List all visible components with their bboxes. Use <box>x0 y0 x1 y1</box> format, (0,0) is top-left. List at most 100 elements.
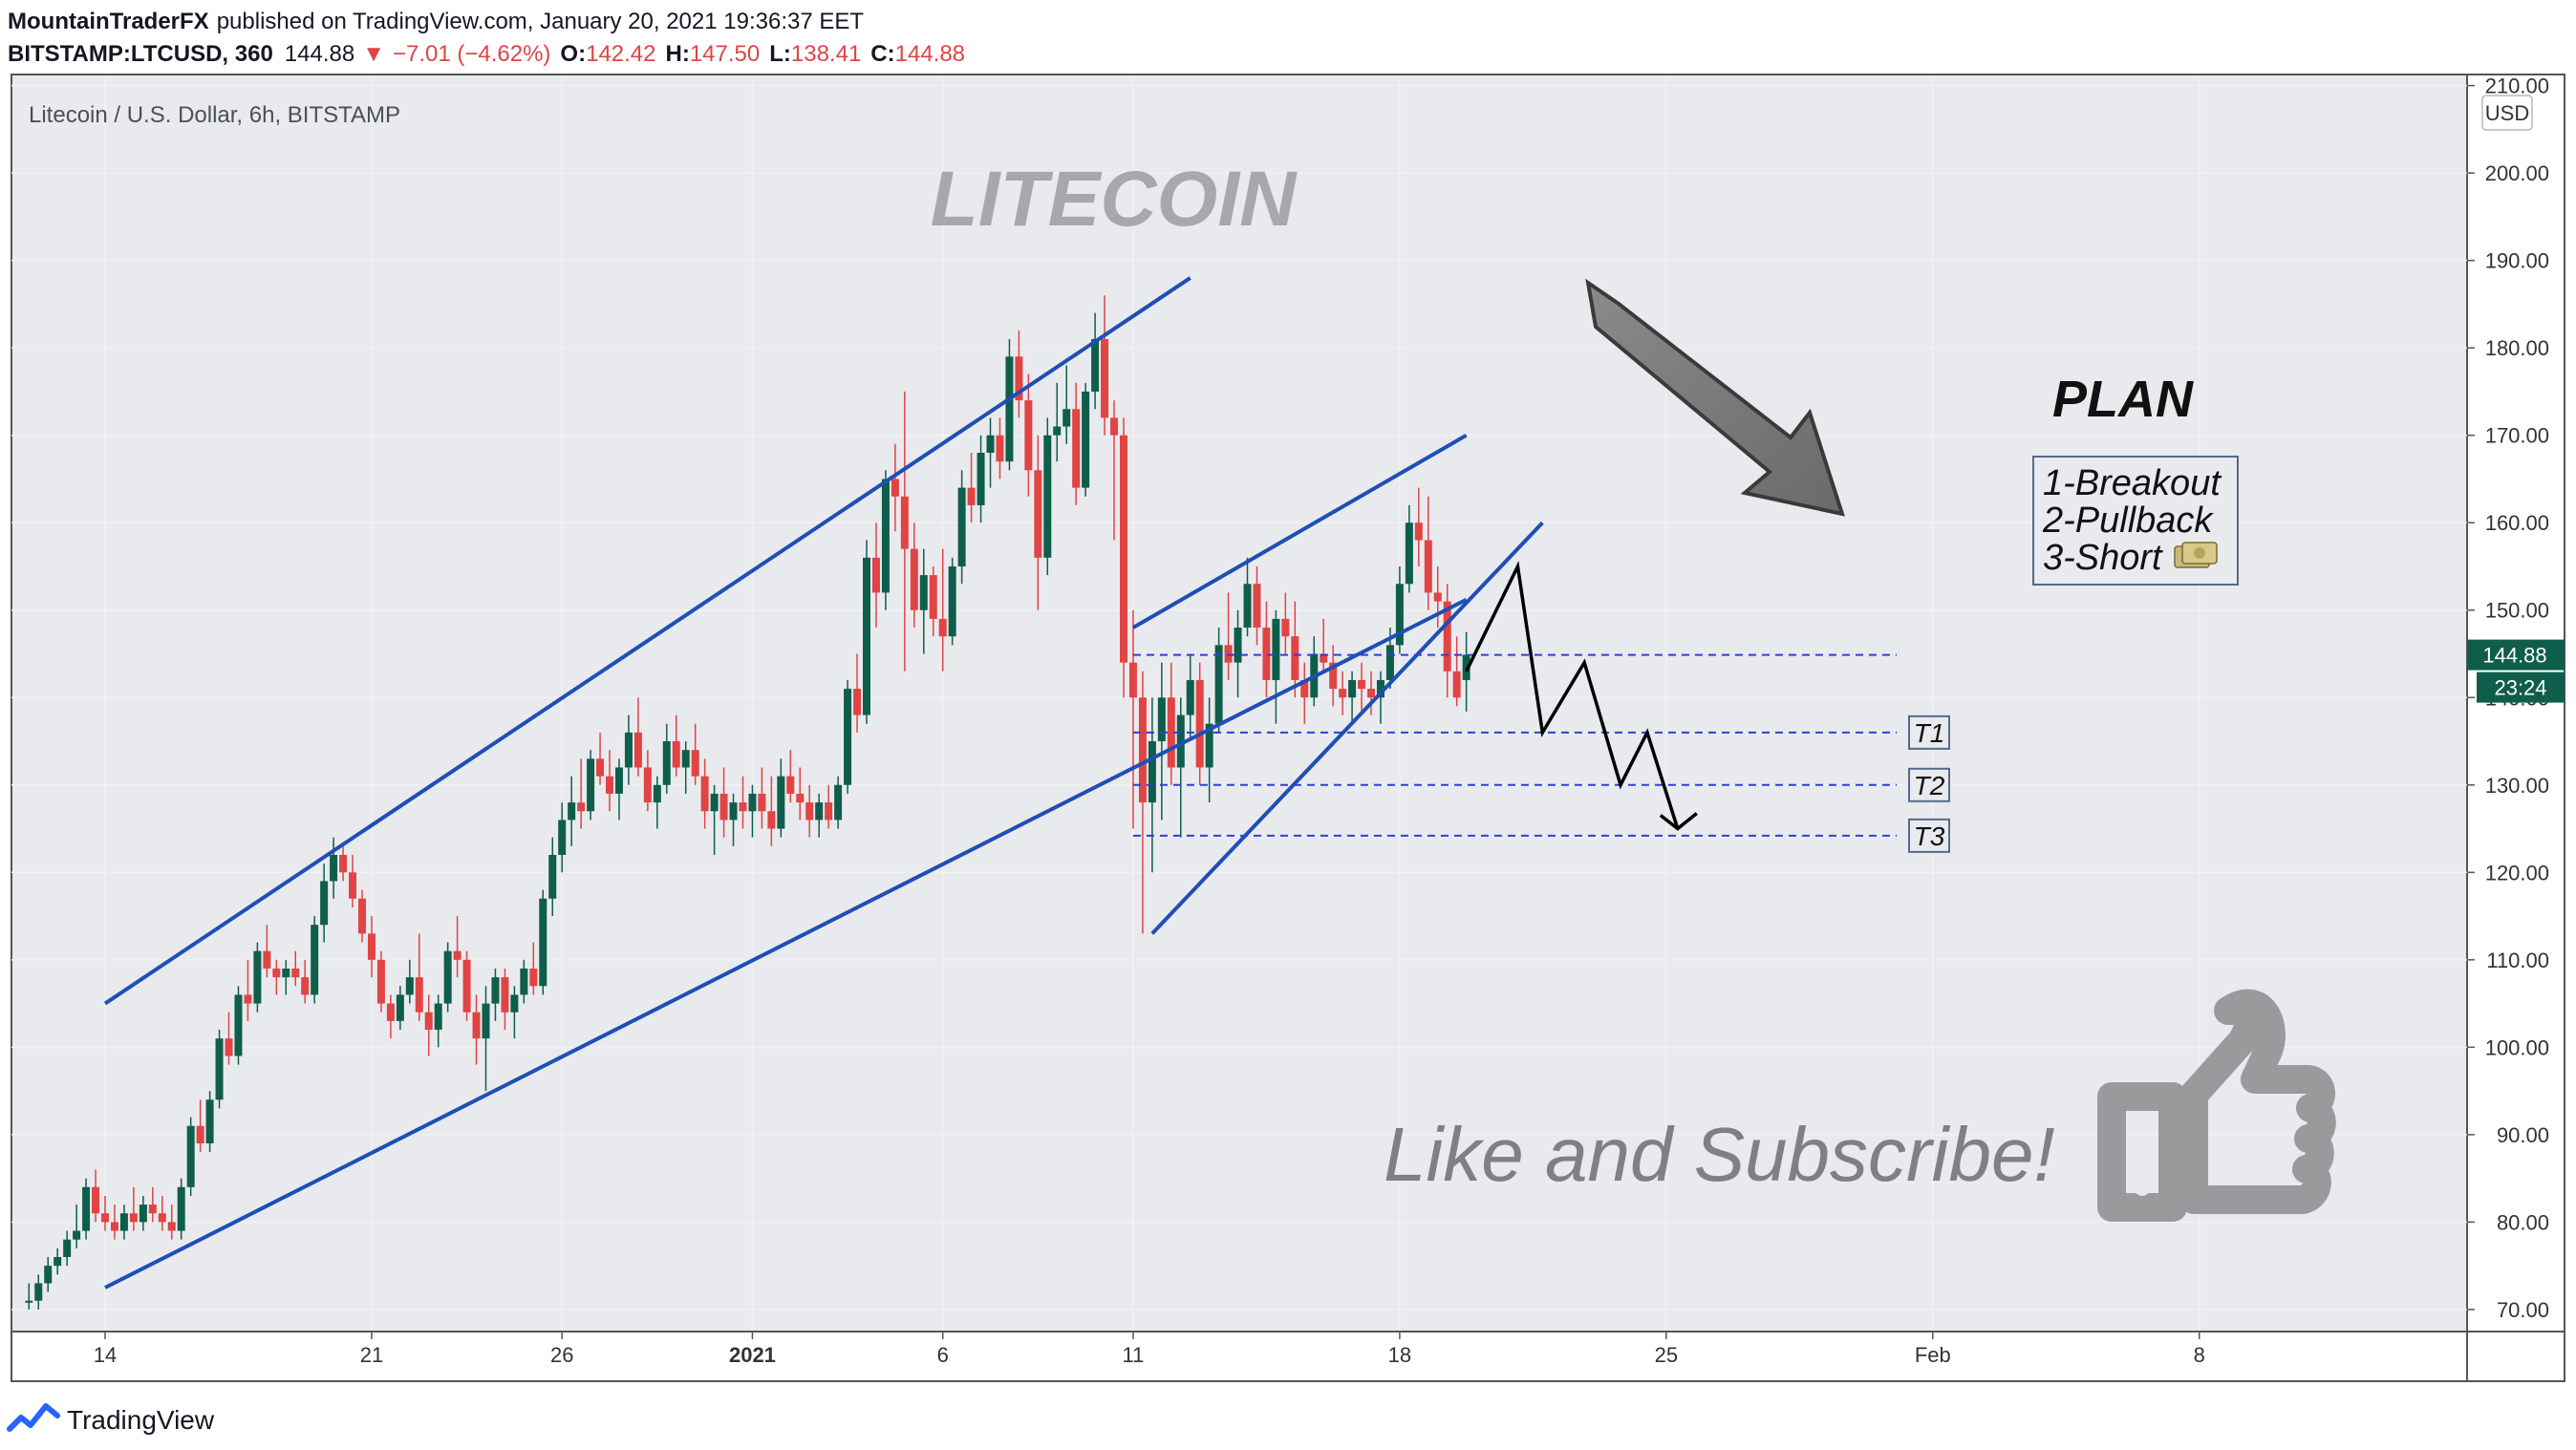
price-tag: 144.88 23:24 <box>2467 639 2565 703</box>
channel-line-upper2 <box>1131 433 1468 629</box>
candle-body <box>1148 741 1156 803</box>
candle-body <box>1101 339 1109 418</box>
y-tick-label: 80.00 <box>2497 1210 2549 1234</box>
y-tick-label: 190.00 <box>2485 249 2549 273</box>
price-tag-value: 144.88 <box>2482 644 2546 668</box>
y-tick-label: 120.00 <box>2485 861 2549 885</box>
candle-body <box>225 1038 233 1056</box>
candle-body <box>1167 697 1175 768</box>
candle-body <box>614 767 623 794</box>
x-tick-label: Feb <box>1915 1343 1951 1367</box>
candle-body <box>1291 636 1299 680</box>
candle-body <box>1253 584 1261 629</box>
candle-body <box>63 1239 72 1257</box>
candle-body <box>1005 356 1014 462</box>
candle-body <box>1024 400 1033 471</box>
candle-body <box>739 802 747 812</box>
candle-body <box>1063 409 1071 427</box>
down-arrow-icon <box>1585 278 1845 517</box>
candle-body <box>510 994 519 1013</box>
candle-body <box>453 950 462 960</box>
candle-body <box>1157 697 1166 742</box>
price-change: −7.01 (−4.62%) <box>393 41 550 67</box>
plan-item-3: 3-Short <box>2043 538 2163 578</box>
candle-body <box>767 811 776 829</box>
candle-body <box>1043 435 1052 558</box>
candle-body <box>1262 628 1271 680</box>
x-tick-label: 21 <box>360 1343 383 1367</box>
y-tick-label: 130.00 <box>2485 774 2549 798</box>
candle-body <box>462 959 471 1013</box>
plot-area <box>11 75 2467 1332</box>
projection-arrow-head <box>1659 812 1698 831</box>
candle-body <box>606 776 614 794</box>
x-tick-label: 26 <box>550 1343 573 1367</box>
candle-body <box>1367 689 1376 698</box>
candle-body <box>796 793 805 803</box>
publish-info: published on TradingView.com, January 20… <box>217 9 865 34</box>
candle-body <box>482 1003 490 1039</box>
channel-line-upper <box>103 276 1191 1006</box>
candle-body <box>1395 584 1404 646</box>
candle-body <box>501 977 509 1013</box>
candle-body <box>1091 339 1100 392</box>
y-tick-label: 200.00 <box>2485 161 2549 185</box>
candle-body <box>1082 391 1090 488</box>
plan-item-1: 1-Breakout <box>2043 463 2222 503</box>
time-tag-value: 23:24 <box>2494 676 2546 700</box>
candle-body <box>396 994 404 1021</box>
candle-body <box>653 784 661 803</box>
candle-body <box>196 1125 204 1144</box>
candle-body <box>681 750 690 768</box>
candle-body <box>863 557 870 715</box>
candle-body <box>633 732 642 768</box>
candle-body <box>44 1266 53 1284</box>
candle-body <box>311 925 319 995</box>
down-arrow-icon: ▼ <box>362 41 385 67</box>
candle-body <box>1424 540 1432 593</box>
header-line-1: MountainTraderFX published on TradingView… <box>8 9 864 34</box>
candle-body <box>92 1186 100 1214</box>
x-tick-label: 11 <box>1123 1343 1145 1367</box>
tradingview-logo-icon <box>7 1403 60 1432</box>
candle-body <box>825 802 833 821</box>
plan-title: PLAN <box>2052 371 2194 428</box>
candle-body <box>367 933 376 960</box>
channel-line-rising <box>1150 521 1544 935</box>
low-value: 138.41 <box>791 41 861 67</box>
currency-box[interactable] <box>2481 95 2533 131</box>
high-value: 147.50 <box>690 41 760 67</box>
candle-body <box>919 575 928 610</box>
y-tick-label: 180.00 <box>2485 336 2549 360</box>
currency-label: USD <box>2485 101 2529 125</box>
candle-body <box>291 968 300 978</box>
candle-body <box>596 758 605 777</box>
candle-body <box>1358 679 1366 690</box>
candle-body <box>139 1205 147 1223</box>
price-axis[interactable] <box>2467 75 2565 1332</box>
candle-body <box>805 802 814 821</box>
target-lines: T1 T2 T3 <box>1132 653 1950 853</box>
close-value: 144.88 <box>895 41 965 67</box>
candle-body <box>996 435 1004 462</box>
candle-body <box>101 1213 109 1223</box>
candle-body <box>1272 618 1280 680</box>
candle-body <box>263 950 271 969</box>
candle-body <box>472 1012 481 1039</box>
candle-body <box>871 557 880 593</box>
candle-body <box>1034 470 1042 558</box>
candle-body <box>82 1186 91 1231</box>
candle-body <box>1205 723 1213 768</box>
candle-body <box>929 575 937 619</box>
candle-body <box>1329 662 1338 690</box>
candle-body <box>844 689 852 785</box>
y-tick-label: 170.00 <box>2485 424 2549 448</box>
grid <box>11 76 2467 1330</box>
target-label: T2 <box>1914 771 1945 800</box>
x-tick-label: 25 <box>1655 1343 1678 1367</box>
candle-body <box>244 994 252 1004</box>
candle-body <box>1405 522 1413 585</box>
y-tick-label: 90.00 <box>2497 1123 2549 1147</box>
candle-body <box>672 741 680 768</box>
y-tick-label: 100.00 <box>2485 1035 2549 1059</box>
